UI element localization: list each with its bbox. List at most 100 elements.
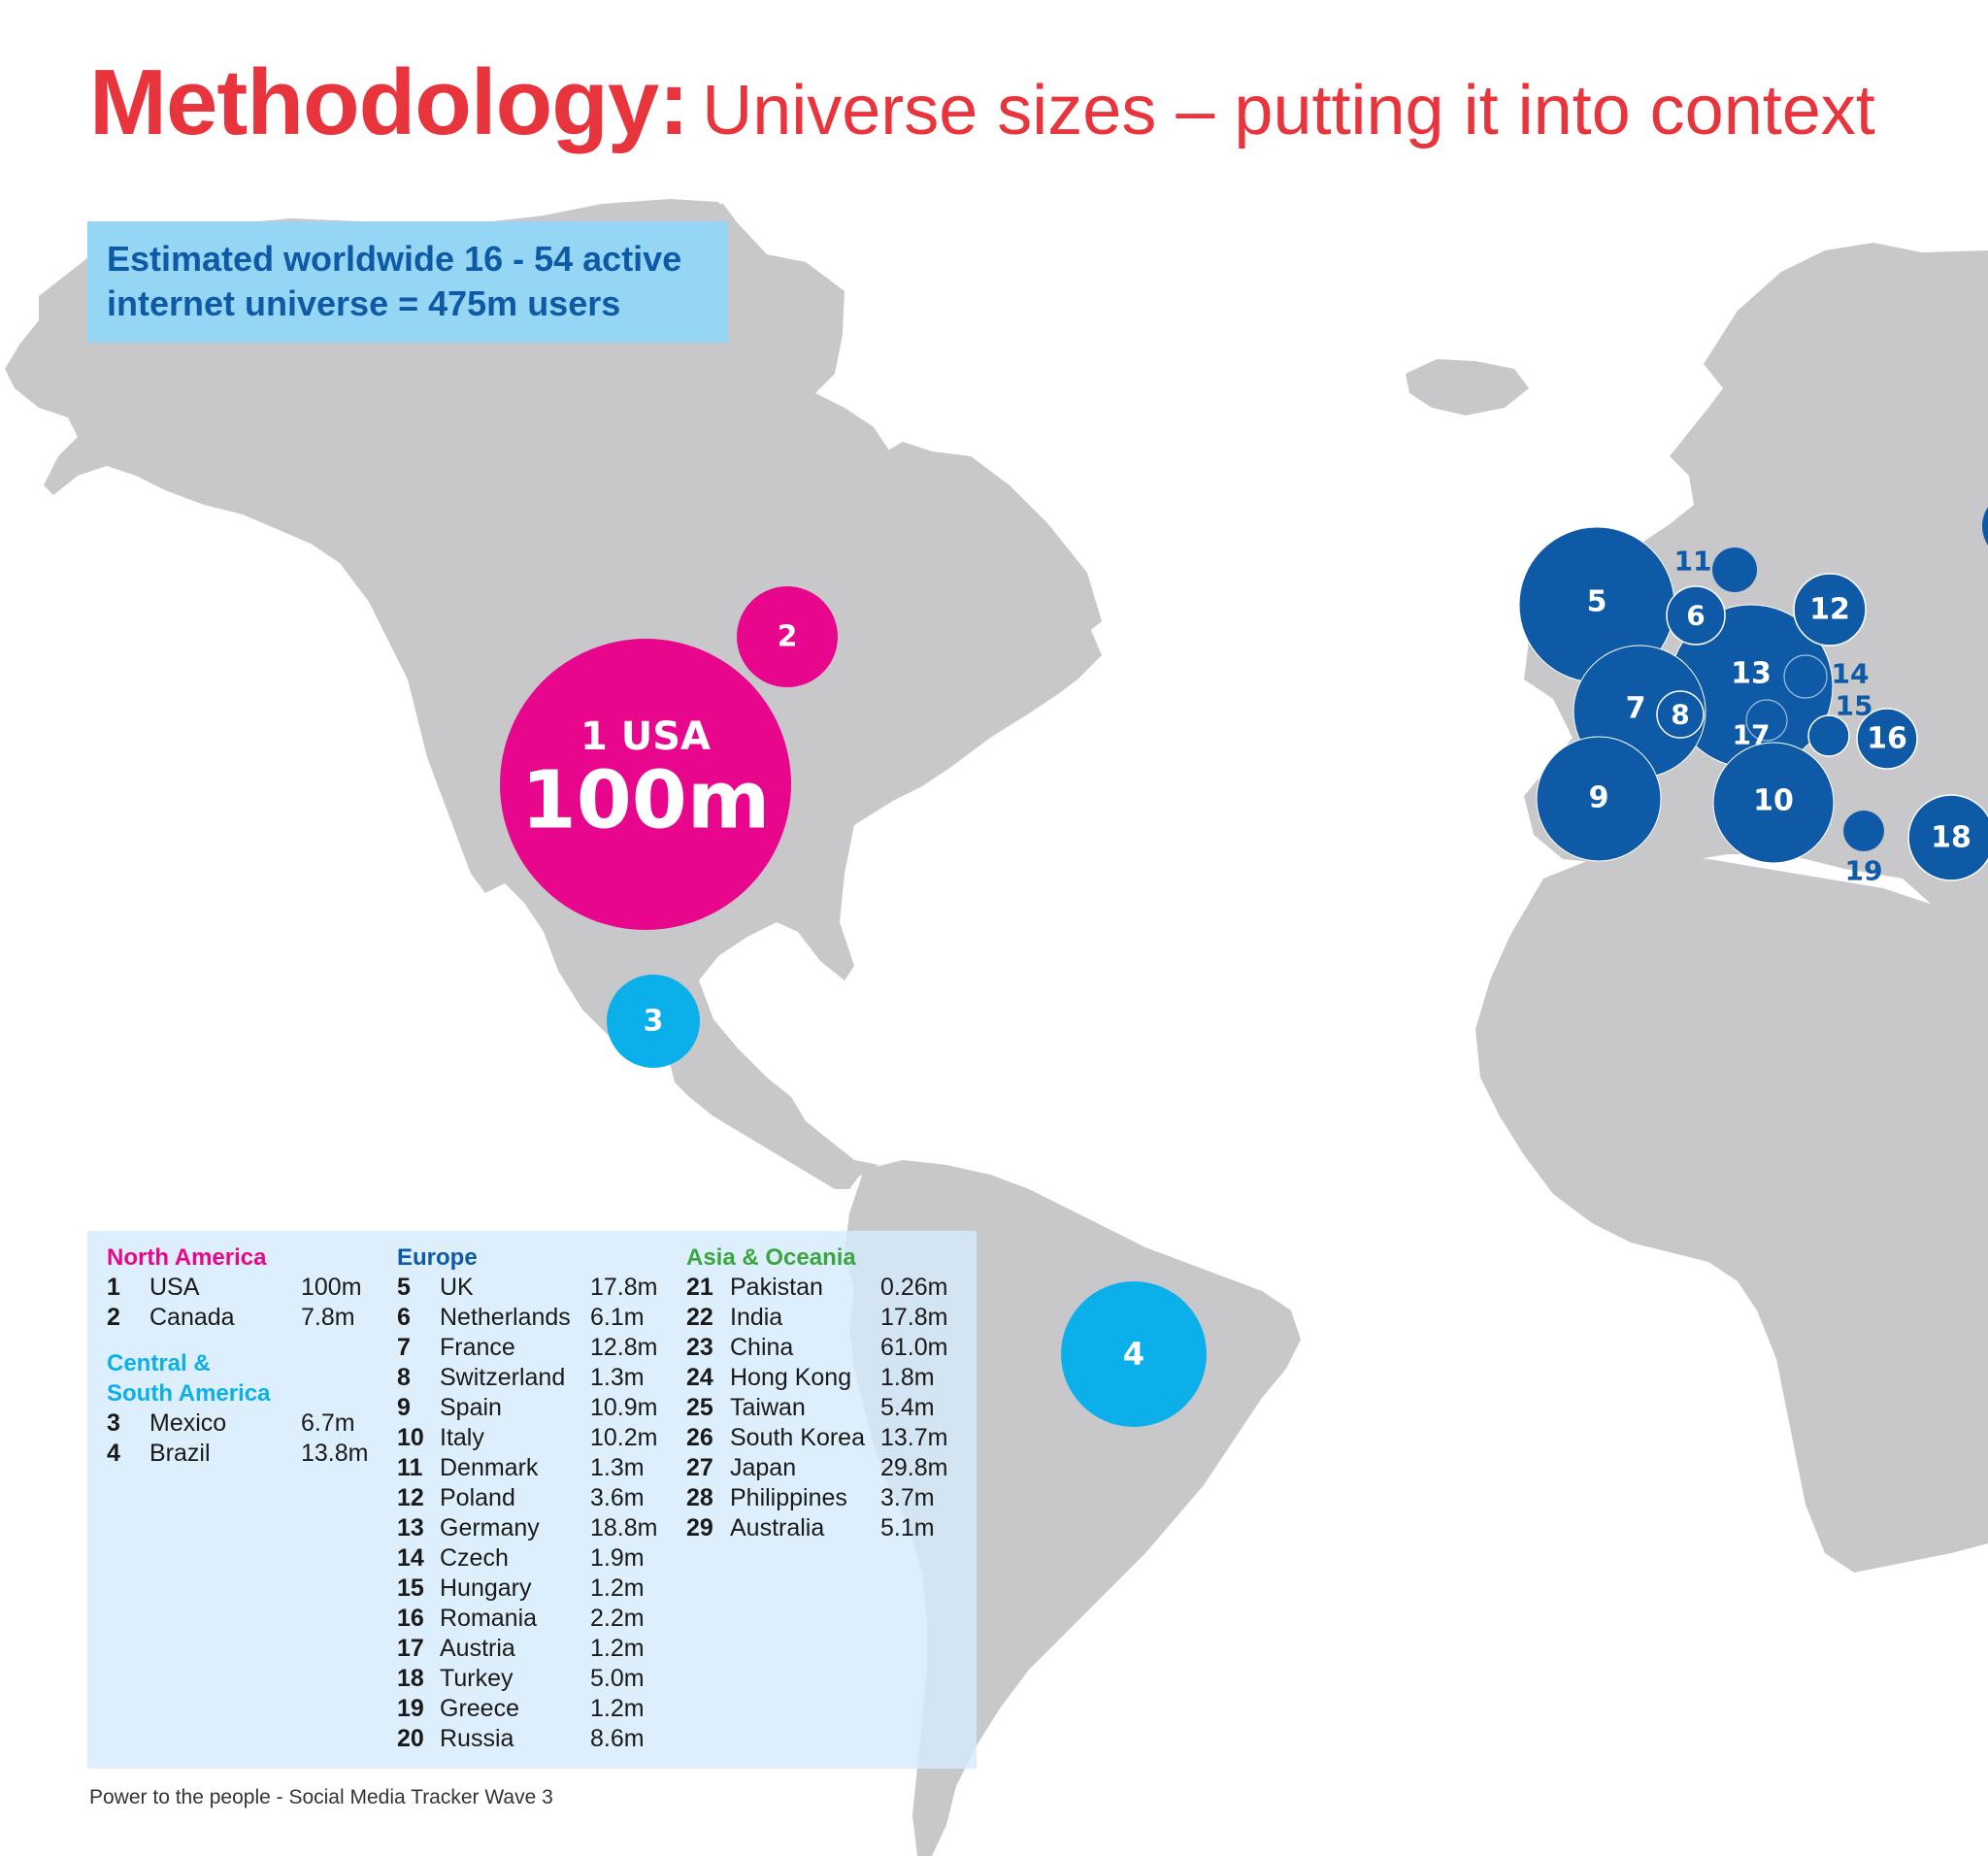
bubble-10: 10 <box>1712 742 1835 864</box>
row-value: 5.4m <box>880 1394 935 1421</box>
row-value: 5.0m <box>590 1665 645 1692</box>
title-bold: Methodology: <box>89 50 689 154</box>
row-num: 23 <box>686 1334 713 1361</box>
row-num: 11 <box>397 1454 423 1481</box>
row-value: 10.2m <box>590 1424 658 1451</box>
region-title-central-south-america-2: South America <box>107 1380 271 1407</box>
bubble-usa-label: 1 USA <box>580 714 711 759</box>
row-num: 12 <box>397 1484 424 1511</box>
legend-row: 5 UK 17.8m <box>397 1273 679 1303</box>
bubble-6-label: 6 <box>1686 600 1705 632</box>
row-value: 1.8m <box>880 1364 935 1391</box>
row-value: 8.6m <box>590 1725 645 1752</box>
row-value: 3.7m <box>880 1484 935 1511</box>
row-name: China <box>730 1334 794 1361</box>
row-num: 25 <box>686 1394 713 1421</box>
legend-row: 13 Germany 18.8m <box>397 1513 679 1543</box>
bubble-3: 3 <box>607 975 700 1068</box>
bubble-14: 14 <box>1783 654 1870 699</box>
eastern-canada-landmass <box>878 442 1102 641</box>
iceland-landmass <box>1406 359 1529 415</box>
row-num: 4 <box>107 1440 120 1467</box>
bubble-12-label: 12 <box>1809 593 1850 627</box>
region-title-north-america: North America <box>107 1244 267 1271</box>
row-name: Turkey <box>440 1665 514 1692</box>
row-name: Germany <box>440 1514 540 1541</box>
legend-row: 10 Italy 10.2m <box>397 1423 679 1453</box>
row-num: 9 <box>397 1394 411 1421</box>
row-name: Brazil <box>149 1440 211 1467</box>
row-value: 100m <box>301 1274 362 1301</box>
row-value: 29.8m <box>880 1454 948 1481</box>
region-title-central-south-america-1: Central & <box>107 1350 211 1376</box>
row-name: Italy <box>440 1424 484 1451</box>
footer-source: Power to the people - Social Media Track… <box>89 1786 553 1808</box>
bubble-1: 1 USA 100m <box>500 639 791 930</box>
row-name: Czech <box>440 1544 509 1572</box>
row-value: 6.7m <box>301 1409 355 1437</box>
row-name: Japan <box>730 1454 797 1481</box>
row-num: 26 <box>686 1424 713 1451</box>
row-num: 16 <box>397 1605 424 1632</box>
bubble-12: 12 <box>1793 573 1867 646</box>
bubble-17-label: 17 <box>1733 719 1771 751</box>
row-num: 3 <box>107 1409 120 1437</box>
row-num: 1 <box>107 1274 120 1301</box>
row-num: 21 <box>686 1274 713 1301</box>
row-value: 13.8m <box>301 1440 369 1467</box>
row-name: Austria <box>440 1635 515 1662</box>
bubble-19: 19 <box>1843 811 1884 887</box>
legend-row: 21 Pakistan 0.26m <box>686 1273 968 1303</box>
row-value: 61.0m <box>880 1334 948 1361</box>
legend-col-europe: Europe 5 UK 17.8m 6 Netherlands 6.1m 7 France 12… <box>397 1243 679 1754</box>
row-value: 17.8m <box>880 1304 948 1331</box>
row-name: Russia <box>440 1725 514 1752</box>
row-value: 10.9m <box>590 1394 658 1421</box>
row-name: Mexico <box>149 1409 227 1437</box>
bubble-11-label: 11 <box>1674 546 1712 578</box>
bubble-4-label: 4 <box>1123 1336 1144 1373</box>
legend-row: 9 Spain 10.9m <box>397 1393 679 1423</box>
region-title-europe: Europe <box>397 1244 478 1271</box>
legend-row: 15 Hungary 1.2m <box>397 1574 679 1604</box>
row-value: 1.3m <box>590 1454 645 1481</box>
row-name: Switzerland <box>440 1364 566 1391</box>
bubble-13-label: 13 <box>1731 657 1772 691</box>
row-num: 19 <box>397 1695 424 1722</box>
legend-row: 4 Brazil 13.8m <box>107 1439 379 1469</box>
row-name: USA <box>149 1274 200 1301</box>
bubble-18: 18 <box>1907 794 1988 881</box>
row-value: 0.26m <box>880 1274 948 1301</box>
region-title-asia-oceania: Asia & Oceania <box>686 1244 856 1271</box>
row-name: Canada <box>149 1304 235 1331</box>
title-light: Universe sizes – putting it into context <box>702 72 1875 149</box>
row-name: Greece <box>440 1695 519 1722</box>
universe-line-1: Estimated worldwide 16 - 54 active <box>107 239 682 279</box>
legend-row: 17 Austria 1.2m <box>397 1634 679 1664</box>
bubble-9: 9 <box>1536 736 1662 862</box>
row-value: 1.3m <box>590 1364 645 1391</box>
bubble-6: 6 <box>1666 585 1726 646</box>
legend-row: 11 Denmark 1.3m <box>397 1453 679 1483</box>
row-value: 1.2m <box>590 1574 645 1602</box>
legend-row: 1 USA 100m <box>107 1273 379 1303</box>
row-num: 13 <box>397 1514 424 1541</box>
legend-row: 14 Czech 1.9m <box>397 1543 679 1574</box>
bubble-14-label: 14 <box>1832 658 1870 690</box>
bubble-2-label: 2 <box>778 620 798 654</box>
bubble-10-label: 10 <box>1753 784 1794 818</box>
row-value: 5.1m <box>880 1514 935 1541</box>
row-num: 7 <box>397 1334 411 1361</box>
europe-rows: 5 UK 17.8m 6 Netherlands 6.1m 7 France 12.8m 8 Swi… <box>397 1273 679 1754</box>
bubble-usa-value: 100m <box>521 755 771 847</box>
row-num: 20 <box>397 1725 424 1752</box>
central-america-landmass <box>670 1063 864 1189</box>
africa-landmass <box>1475 854 1988 1573</box>
bubble-9-label: 9 <box>1589 781 1609 815</box>
row-num: 6 <box>397 1304 411 1331</box>
row-name: Denmark <box>440 1454 539 1481</box>
bubble-17: 17 <box>1733 699 1788 751</box>
row-value: 13.7m <box>880 1424 948 1451</box>
scandinavia-landmass <box>1776 359 1903 544</box>
